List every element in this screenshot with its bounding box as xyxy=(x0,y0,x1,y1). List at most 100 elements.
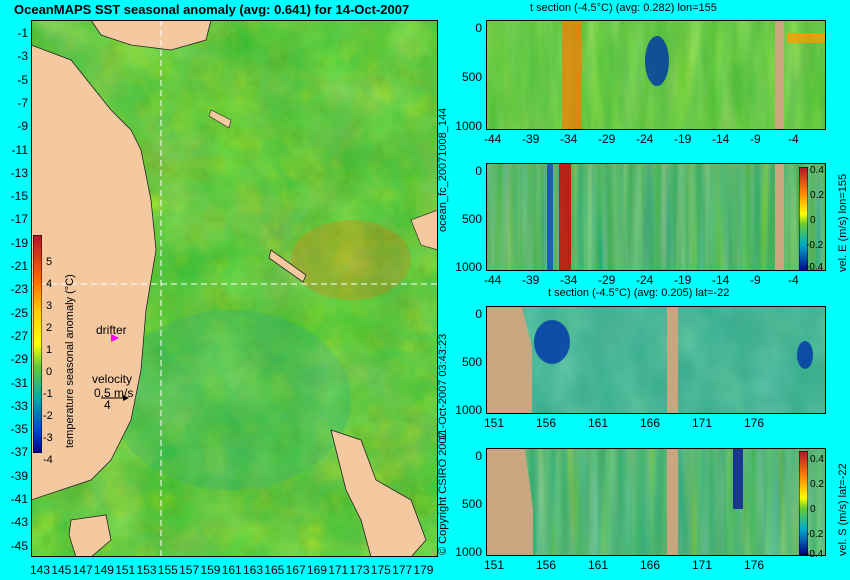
lon-tick: 175 xyxy=(370,563,391,577)
section-x-tick: 156 xyxy=(536,416,557,430)
vel-s-colorbar xyxy=(799,451,808,555)
section-panel-t-lat22 xyxy=(486,306,826,414)
cb-tick: 5 xyxy=(46,256,53,268)
cb-tick: 2 xyxy=(46,322,53,334)
lat-tick: -45 xyxy=(10,538,28,553)
section-x-tick: -4 xyxy=(788,132,799,146)
cb-tick: -0.2 xyxy=(806,529,824,540)
vel-s-colorbar-label: vel. S (m/s) lat=-22 xyxy=(837,463,849,556)
cb-tick: -1 xyxy=(43,388,53,400)
sst-anomaly-map xyxy=(31,20,438,557)
section-x-tick: 156 xyxy=(536,558,557,572)
cb-tick: 0.4 xyxy=(810,454,824,465)
lat-tick: -41 xyxy=(10,492,28,506)
lat-tick: -31 xyxy=(10,375,28,390)
lon-tick: 147 xyxy=(72,563,93,577)
lon-tick: 157 xyxy=(179,563,200,577)
cb-tick: -4 xyxy=(43,454,53,466)
cb-tick: -3 xyxy=(43,432,53,444)
section-x-tick: -19 xyxy=(674,273,692,287)
map-colorbar-label: temperature seasonal anomaly (°C) xyxy=(64,274,76,448)
lon-tick: 161 xyxy=(221,563,242,577)
lat-tick: -11 xyxy=(11,142,28,157)
section-x-tick: -29 xyxy=(598,273,616,287)
depth-tick: 1000 xyxy=(455,119,482,133)
lat-tick: -15 xyxy=(10,189,28,204)
depth-tick: 0 xyxy=(475,21,482,35)
lon-tick: 163 xyxy=(243,563,264,577)
section-x-tick: 161 xyxy=(588,558,609,572)
section-x-tick: -34 xyxy=(560,132,578,146)
depth-tick: 1000 xyxy=(455,260,482,274)
depth-tick: 0 xyxy=(475,164,482,178)
depth-tick: 1000 xyxy=(455,403,482,417)
cb-tick: 4 xyxy=(46,278,53,290)
section-panel-vel-s xyxy=(486,448,826,556)
section-x-tick: -14 xyxy=(712,132,730,146)
lat-tick: -39 xyxy=(10,468,28,483)
section-x-tick: -9 xyxy=(750,132,761,146)
section-x-tick: -14 xyxy=(712,273,730,287)
lat-tick: -27 xyxy=(10,328,28,343)
lon-tick: 173 xyxy=(349,563,370,577)
lat-tick: -29 xyxy=(10,352,28,367)
lat-tick: -35 xyxy=(10,422,28,437)
cb-tick: -0.2 xyxy=(806,240,824,251)
cb-tick: 3 xyxy=(46,300,53,312)
section-panel-t-lon155 xyxy=(486,20,826,130)
section-x-tick: -9 xyxy=(750,273,761,287)
section-x-tick: -39 xyxy=(522,132,540,146)
lon-tick: 179 xyxy=(413,563,434,577)
australia-land xyxy=(31,44,157,501)
section-x-tick: -39 xyxy=(522,273,540,287)
lat-tick: -25 xyxy=(10,305,28,320)
lat-tick: -3 xyxy=(17,49,28,64)
drifter-marker xyxy=(111,334,119,342)
section-x-tick: -19 xyxy=(674,132,692,146)
section-x-tick: -24 xyxy=(636,273,654,287)
depth-tick: 500 xyxy=(461,355,482,369)
section-x-tick: 151 xyxy=(484,416,505,430)
lon-tick: 153 xyxy=(136,563,157,577)
depth-tick: 500 xyxy=(461,497,482,511)
section-x-tick: -44 xyxy=(484,273,502,287)
section-x-tick: 176 xyxy=(744,558,765,572)
depth-tick: 500 xyxy=(461,70,482,84)
section-x-tick: -29 xyxy=(598,132,616,146)
section-x-tick: 166 xyxy=(640,416,661,430)
lat-tick: -21 xyxy=(10,259,28,273)
lon-tick: 151 xyxy=(115,563,136,577)
section-x-tick: -44 xyxy=(484,132,502,146)
lat-tick: -9 xyxy=(17,119,28,134)
lon-tick: 171 xyxy=(328,563,349,577)
section-x-tick: -34 xyxy=(560,273,578,287)
section-x-tick: 166 xyxy=(640,558,661,572)
lon-tick: 149 xyxy=(93,563,114,577)
depth-tick: 500 xyxy=(461,212,482,226)
lat-tick: -33 xyxy=(10,398,28,413)
lon-tick: 165 xyxy=(264,563,285,577)
section-x-tick: -4 xyxy=(788,273,799,287)
cb-tick: 0 xyxy=(810,215,816,226)
lat-tick: -23 xyxy=(10,282,28,297)
cb-tick: 0.4 xyxy=(810,165,824,176)
cb-tick: 0 xyxy=(810,504,816,515)
section-x-tick: 176 xyxy=(744,416,765,430)
cb-tick: -0.4 xyxy=(806,549,824,560)
section-panel-vel-e xyxy=(486,163,826,271)
section-x-tick: 151 xyxy=(484,558,505,572)
depth-tick: 0 xyxy=(475,307,482,321)
lat-tick: -13 xyxy=(10,165,28,180)
lat-tick: -19 xyxy=(10,235,28,250)
drifter-label: drifter xyxy=(96,323,127,337)
lon-tick: 167 xyxy=(285,563,306,577)
timestamp-label: 11-Oct-2007 03:43:23 xyxy=(437,333,449,440)
section-x-tick: 171 xyxy=(692,558,713,572)
lat-tick: -7 xyxy=(17,95,28,110)
cb-tick: 0.2 xyxy=(810,190,824,201)
lon-tick: 143 xyxy=(30,563,51,577)
vel-e-colorbar xyxy=(799,167,808,271)
cb-tick: -0.4 xyxy=(806,262,824,273)
page-title: OceanMAPS SST seasonal anomaly (avg: 0.6… xyxy=(14,2,410,17)
depth-tick: 1000 xyxy=(455,545,482,559)
